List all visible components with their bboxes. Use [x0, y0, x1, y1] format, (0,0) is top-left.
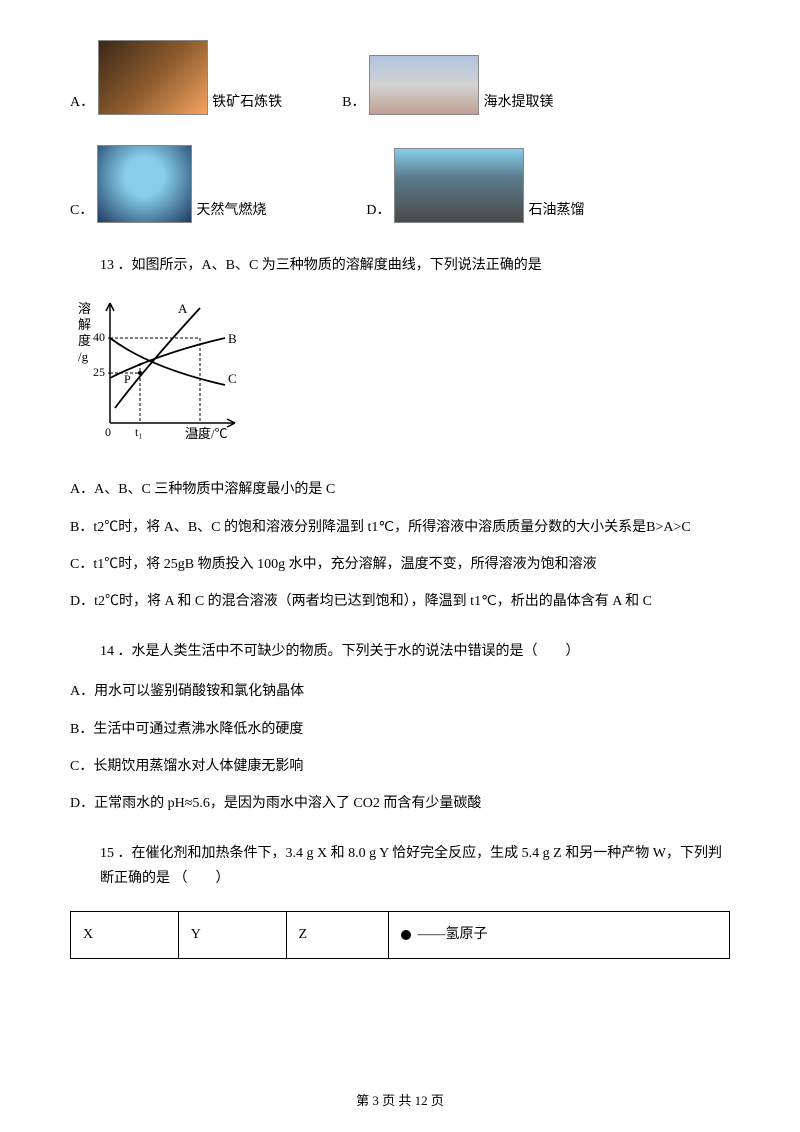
- svg-text:解: 解: [78, 317, 91, 332]
- option-a-label: A．: [70, 90, 94, 115]
- image-oil-distillation: [394, 148, 524, 223]
- option-a: A． 铁矿石炼铁: [70, 40, 282, 115]
- legend-text: ——氢原子: [417, 922, 487, 947]
- image-gas-burning: [97, 145, 192, 223]
- image-options-row-2: C． 天然气燃烧 D． 石油蒸馏: [70, 145, 730, 223]
- option-a-desc: 铁矿石炼铁: [212, 90, 282, 115]
- svg-text:t₁: t₁: [135, 425, 143, 439]
- image-seawater: [369, 55, 479, 115]
- q13-option-a: A．A、B、C 三种物质中溶解度最小的是 C: [70, 477, 730, 502]
- option-c-desc: 天然气燃烧: [196, 198, 266, 223]
- svg-text:温度/℃: 温度/℃: [185, 426, 228, 441]
- svg-text:A: A: [178, 301, 188, 316]
- option-d: D． 石油蒸馏: [366, 148, 584, 223]
- option-d-label: D．: [366, 198, 390, 223]
- svg-text:B: B: [228, 331, 237, 346]
- q14-option-b: B．生活中可通过煮沸水降低水的硬度: [70, 717, 730, 742]
- svg-text:/g: /g: [78, 349, 89, 364]
- q13-option-c: C．t1℃时，将 25gB 物质投入 100g 水中，充分溶解，温度不变，所得溶…: [70, 552, 730, 577]
- option-b: B． 海水提取镁: [342, 55, 553, 115]
- svg-text:度: 度: [78, 333, 91, 348]
- table-cell-y: Y: [178, 912, 286, 958]
- table-cell-legend: ——氢原子: [389, 912, 730, 958]
- table-cell-x: X: [71, 912, 179, 958]
- option-d-desc: 石油蒸馏: [528, 198, 584, 223]
- table-cell-z: Z: [286, 912, 389, 958]
- option-b-desc: 海水提取镁: [483, 90, 553, 115]
- svg-text:0: 0: [105, 425, 111, 439]
- q14-option-c: C．长期饮用蒸馏水对人体健康无影响: [70, 754, 730, 779]
- option-c: C． 天然气燃烧: [70, 145, 266, 223]
- svg-text:P: P: [124, 372, 131, 386]
- svg-text:25: 25: [93, 365, 105, 379]
- page-footer: 第 3 页 共 12 页: [0, 1089, 800, 1112]
- svg-text:C: C: [228, 371, 237, 386]
- q14-stem: 14 ．水是人类生活中不可缺少的物质。下列关于水的说法中错误的是（ ）: [100, 639, 730, 664]
- q14-option-a: A．用水可以鉴别硝酸铵和氯化钠晶体: [70, 679, 730, 704]
- q15-stem: 15 ．在催化剂和加热条件下，3.4 g X 和 8.0 g Y 恰好完全反应，…: [100, 841, 730, 891]
- q13-option-d: D．t2℃时，将 A 和 C 的混合溶液（两者均已达到饱和），降温到 t1℃，析…: [70, 589, 730, 614]
- solubility-chart-svg: 溶 解 度 /g 40 25 A B C P 0 t₁ t₂ 温度/℃: [70, 293, 250, 448]
- option-b-label: B．: [342, 90, 365, 115]
- image-options-row-1: A． 铁矿石炼铁 B． 海水提取镁: [70, 40, 730, 115]
- q15-table: X Y Z ——氢原子: [70, 911, 730, 958]
- q13-option-b: B．t2℃时，将 A、B、C 的饱和溶液分别降温到 t1℃，所得溶液中溶质质量分…: [70, 515, 730, 540]
- svg-text:40: 40: [93, 330, 105, 344]
- q13-stem: 13 ．如图所示，A、B、C 为三种物质的溶解度曲线，下列说法正确的是: [100, 253, 730, 278]
- option-c-label: C．: [70, 198, 93, 223]
- image-iron-ore: [98, 40, 208, 115]
- svg-text:溶: 溶: [78, 301, 91, 316]
- q14-option-d: D．正常雨水的 pH≈5.6，是因为雨水中溶入了 CO2 而含有少量碳酸: [70, 791, 730, 816]
- hydrogen-atom-icon: [401, 930, 411, 940]
- solubility-graph: 溶 解 度 /g 40 25 A B C P 0 t₁ t₂ 温度/℃: [70, 293, 730, 457]
